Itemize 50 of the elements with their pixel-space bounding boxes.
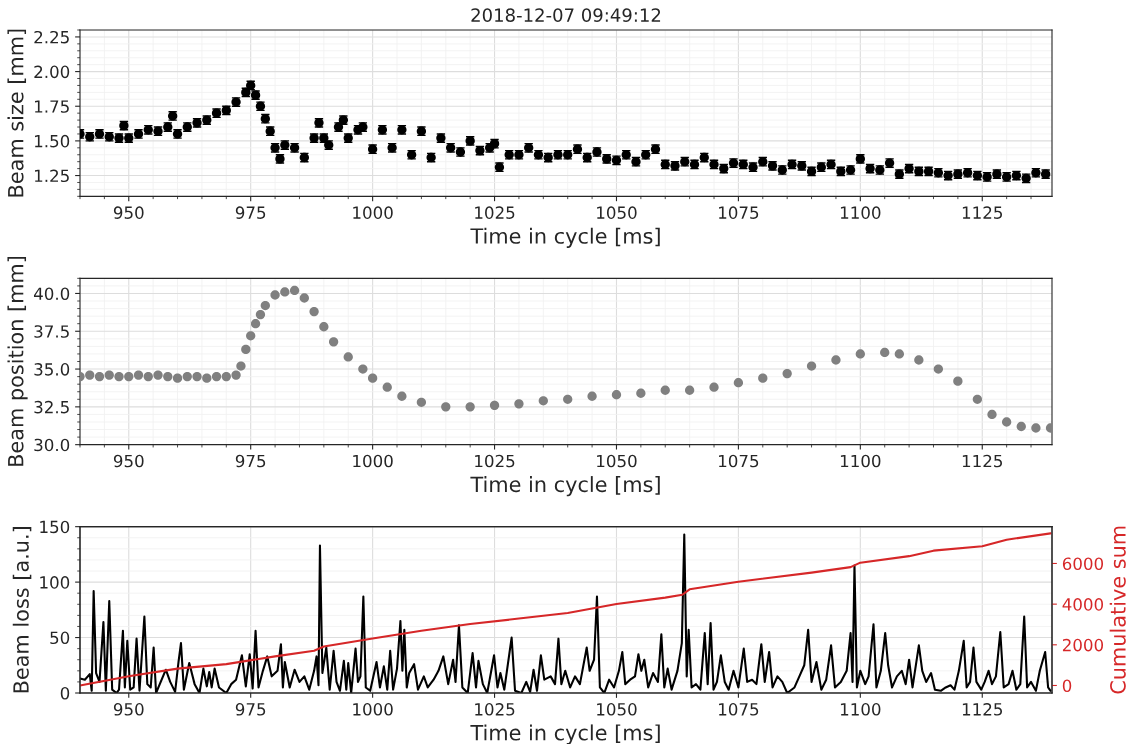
x-tick-label: 950: [113, 206, 144, 219]
y-tick-label: 2.25: [34, 30, 69, 44]
y-tick-label: 40.0: [33, 287, 70, 301]
x-tick-label: 1050: [597, 703, 637, 716]
y2-tick-label: 0: [1062, 679, 1072, 693]
x-tick-label: 975: [235, 703, 266, 716]
x-tick-label: 1000: [353, 703, 393, 716]
y-tick-label: 32.5: [34, 400, 69, 414]
x-tick-label: 1125: [962, 703, 1003, 716]
x-tick-label: 1100: [840, 454, 881, 468]
y-tick-label: 150: [40, 520, 70, 534]
y-tick-label: 37.5: [34, 325, 69, 338]
x-axis-title: Time in cycle [ms]: [470, 724, 660, 744]
x-tick-label: 950: [113, 454, 144, 468]
y-tick-label: 1.25: [35, 169, 69, 183]
x-tick-label: 1000: [353, 206, 393, 219]
x-tick-label: 1050: [597, 454, 637, 468]
y-axis-title: Beam position [mm]: [7, 256, 28, 466]
y-tick-label: 2.00: [34, 65, 70, 79]
x-tick-label: 950: [113, 703, 144, 716]
x-tick-label: 1125: [962, 454, 1003, 468]
y-tick-label: 100: [40, 576, 70, 589]
x-tick-label: 1100: [840, 206, 881, 219]
y2-axis-title: Cumulative sum: [1109, 526, 1126, 694]
y-axis-title: Beam size [mm]: [7, 29, 27, 197]
y-tick-label: 50: [50, 631, 70, 645]
y-tick-label: 35.0: [34, 363, 70, 376]
x-tick-label: 1050: [597, 206, 637, 219]
y-axis-title: Beam loss [a.u.]: [12, 527, 32, 693]
x-tick-label: 1125: [962, 206, 1003, 219]
x-tick-label: 1075: [719, 206, 759, 219]
x-axis-title: Time in cycle [ms]: [470, 227, 660, 248]
x-tick-label: 1025: [475, 206, 515, 219]
y2-tick-label: 6000: [1062, 557, 1104, 571]
x-tick-label: 1075: [719, 454, 759, 468]
y2-tick-label: 2000: [1062, 638, 1104, 652]
x-tick-label: 975: [235, 454, 266, 468]
x-tick-label: 1075: [719, 703, 759, 716]
x-tick-label: 1025: [475, 454, 515, 468]
y-tick-label: 1.50: [35, 134, 70, 148]
x-axis-title: Time in cycle [ms]: [470, 476, 660, 497]
x-tick-label: 1025: [475, 703, 515, 716]
y-tick-label: 30.0: [34, 438, 70, 452]
chart-title: 2018-12-07 09:49:12: [471, 8, 661, 22]
y-tick-label: 0: [60, 686, 70, 700]
y2-tick-label: 4000: [1062, 598, 1104, 611]
x-tick-label: 1000: [353, 454, 393, 468]
y-tick-label: 1.75: [35, 100, 69, 113]
x-tick-label: 1100: [840, 703, 881, 716]
x-tick-label: 975: [235, 206, 266, 219]
